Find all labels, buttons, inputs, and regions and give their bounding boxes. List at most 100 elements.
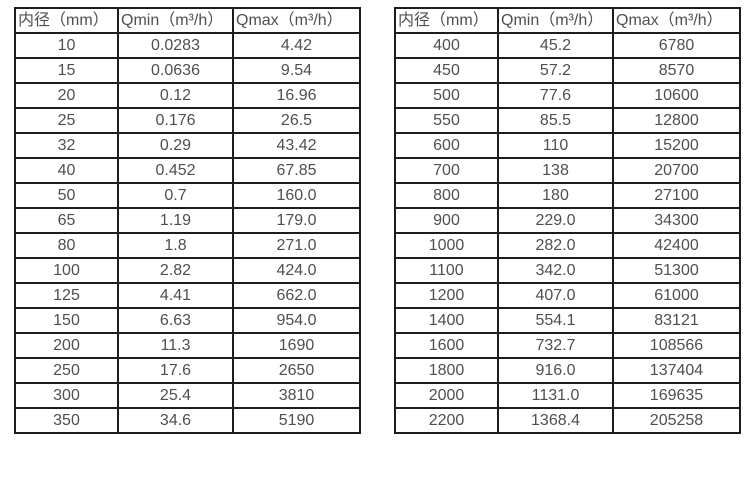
table-row: 800 180 27100 xyxy=(394,182,741,209)
column-header: 内径（mm） xyxy=(14,7,119,34)
table-cell: 45.2 xyxy=(497,32,614,59)
table-cell: 27100 xyxy=(612,182,741,209)
table-cell: 150 xyxy=(14,307,119,334)
flow-table-large-diameters: 内径（mm） Qmin（m³/h） Qmax（m³/h） 400 45.2 6780 450… xyxy=(394,7,741,434)
table-cell: 51300 xyxy=(612,257,741,284)
table-cell: 700 xyxy=(394,157,499,184)
table-cell: 25 xyxy=(14,107,119,134)
table-row: 20 0.12 16.96 xyxy=(14,82,361,109)
table-cell: 400 xyxy=(394,32,499,59)
table-cell: 17.6 xyxy=(117,357,234,384)
table-row: 1800 916.0 137404 xyxy=(394,357,741,384)
table-cell: 916.0 xyxy=(497,357,614,384)
table-row: 40 0.452 67.85 xyxy=(14,157,361,184)
table-cell: 125 xyxy=(14,282,119,309)
table-cell: 350 xyxy=(14,407,119,434)
table-cell: 6780 xyxy=(612,32,741,59)
table-cell: 1368.4 xyxy=(497,407,614,434)
table-cell: 11.3 xyxy=(117,332,234,359)
table-cell: 8570 xyxy=(612,57,741,84)
table-cell: 229.0 xyxy=(497,207,614,234)
table-cell: 5190 xyxy=(232,407,361,434)
table-row: 350 34.6 5190 xyxy=(14,407,361,434)
table-row: 150 6.63 954.0 xyxy=(14,307,361,334)
table-cell: 0.7 xyxy=(117,182,234,209)
table-cell: 0.0283 xyxy=(117,32,234,59)
table-cell: 40 xyxy=(14,157,119,184)
table-cell: 50 xyxy=(14,182,119,209)
table-cell: 271.0 xyxy=(232,232,361,259)
column-header: Qmax（m³/h） xyxy=(232,7,361,34)
table-cell: 34300 xyxy=(612,207,741,234)
table-cell: 1400 xyxy=(394,307,499,334)
table-cell: 0.12 xyxy=(117,82,234,109)
table-cell: 10600 xyxy=(612,82,741,109)
table-cell: 250 xyxy=(14,357,119,384)
table-cell: 43.42 xyxy=(232,132,361,159)
table-cell: 800 xyxy=(394,182,499,209)
table-cell: 900 xyxy=(394,207,499,234)
table-row: 25 0.176 26.5 xyxy=(14,107,361,134)
table-cell: 450 xyxy=(394,57,499,84)
table-cell: 1.19 xyxy=(117,207,234,234)
table-cell: 15200 xyxy=(612,132,741,159)
table-row: 400 45.2 6780 xyxy=(394,32,741,59)
table-cell: 180 xyxy=(497,182,614,209)
table-cell: 342.0 xyxy=(497,257,614,284)
table-cell: 100 xyxy=(14,257,119,284)
table-cell: 300 xyxy=(14,382,119,409)
table-row: 125 4.41 662.0 xyxy=(14,282,361,309)
table-cell: 34.6 xyxy=(117,407,234,434)
table-cell: 954.0 xyxy=(232,307,361,334)
table-row: 65 1.19 179.0 xyxy=(14,207,361,234)
table-cell: 2200 xyxy=(394,407,499,434)
table-cell: 1690 xyxy=(232,332,361,359)
table-cell: 179.0 xyxy=(232,207,361,234)
table-cell: 26.5 xyxy=(232,107,361,134)
column-header: Qmin（m³/h） xyxy=(497,7,614,34)
table-cell: 15 xyxy=(14,57,119,84)
table-cell: 25.4 xyxy=(117,382,234,409)
table-cell: 1100 xyxy=(394,257,499,284)
table-cell: 85.5 xyxy=(497,107,614,134)
table-row: 1000 282.0 42400 xyxy=(394,232,741,259)
table-row: 2000 1131.0 169635 xyxy=(394,382,741,409)
table-cell: 500 xyxy=(394,82,499,109)
table-row: 10 0.0283 4.42 xyxy=(14,32,361,59)
table-cell: 424.0 xyxy=(232,257,361,284)
column-header: Qmin（m³/h） xyxy=(117,7,234,34)
table-row: 900 229.0 34300 xyxy=(394,207,741,234)
table-cell: 65 xyxy=(14,207,119,234)
table-cell: 1131.0 xyxy=(497,382,614,409)
table-cell: 2000 xyxy=(394,382,499,409)
table-cell: 3810 xyxy=(232,382,361,409)
table-row: 500 77.6 10600 xyxy=(394,82,741,109)
table-cell: 32 xyxy=(14,132,119,159)
table-cell: 138 xyxy=(497,157,614,184)
table-cell: 205258 xyxy=(612,407,741,434)
table-cell: 42400 xyxy=(612,232,741,259)
table-cell: 20 xyxy=(14,82,119,109)
table-cell: 10 xyxy=(14,32,119,59)
table-cell: 67.85 xyxy=(232,157,361,184)
table-cell: 83121 xyxy=(612,307,741,334)
table-cell: 550 xyxy=(394,107,499,134)
flow-table-small-diameters: 内径（mm） Qmin（m³/h） Qmax（m³/h） 10 0.0283 4.42 15… xyxy=(14,7,361,434)
table-cell: 0.452 xyxy=(117,157,234,184)
table-cell: 1600 xyxy=(394,332,499,359)
table-row: 80 1.8 271.0 xyxy=(14,232,361,259)
table-cell: 2.82 xyxy=(117,257,234,284)
table-cell: 1000 xyxy=(394,232,499,259)
table-row: 1100 342.0 51300 xyxy=(394,257,741,284)
table-cell: 110 xyxy=(497,132,614,159)
table-cell: 600 xyxy=(394,132,499,159)
table-cell: 108566 xyxy=(612,332,741,359)
table-cell: 732.7 xyxy=(497,332,614,359)
table-row: 300 25.4 3810 xyxy=(14,382,361,409)
table-cell: 1.8 xyxy=(117,232,234,259)
table-row: 15 0.0636 9.54 xyxy=(14,57,361,84)
table-cell: 6.63 xyxy=(117,307,234,334)
table-cell: 0.176 xyxy=(117,107,234,134)
table-cell: 1800 xyxy=(394,357,499,384)
column-header: 内径（mm） xyxy=(394,7,499,34)
